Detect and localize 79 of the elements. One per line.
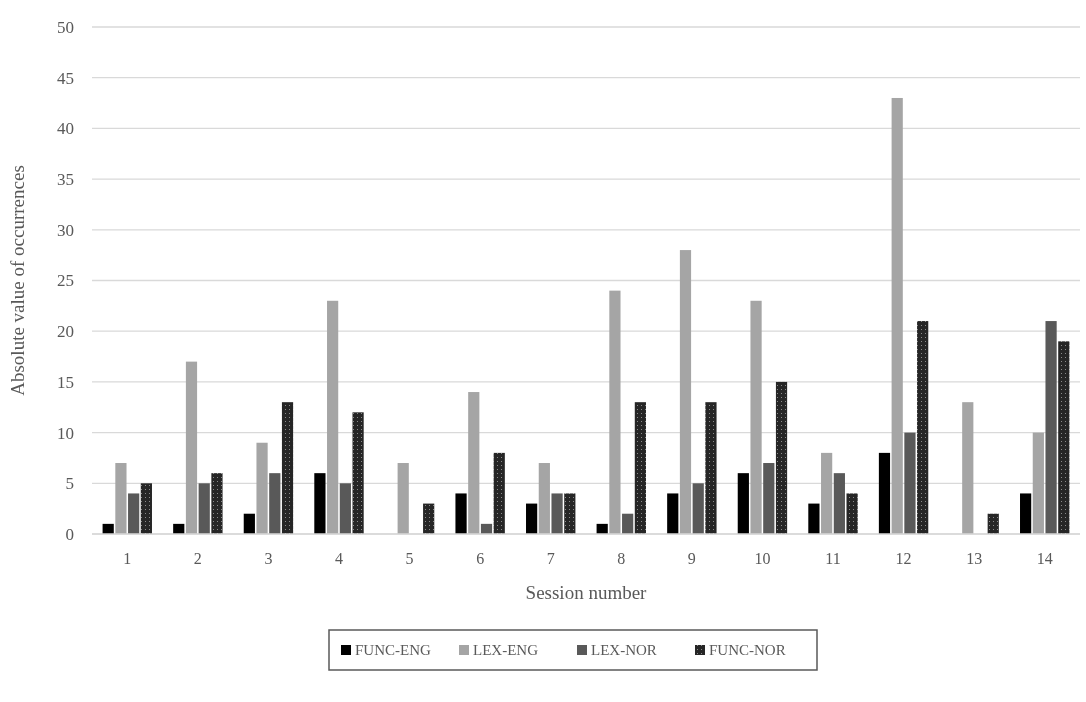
bar	[692, 483, 704, 534]
bar	[833, 473, 845, 534]
bar	[327, 300, 339, 534]
legend-label: FUNC-ENG	[355, 642, 431, 658]
bar	[634, 402, 646, 534]
bar	[314, 473, 326, 534]
x-tick-label: 13	[966, 550, 983, 567]
x-tick-label: 10	[754, 550, 771, 567]
x-tick-label: 2	[193, 550, 202, 567]
bar	[987, 513, 999, 534]
bar	[551, 493, 563, 534]
x-tick-label: 3	[264, 550, 273, 567]
legend-label: LEX-NOR	[591, 642, 657, 658]
bar	[352, 412, 364, 534]
y-tick-label: 50	[57, 17, 74, 37]
bar	[1020, 493, 1032, 534]
bar	[705, 402, 717, 534]
y-tick-label: 0	[65, 524, 74, 544]
bar	[878, 452, 891, 534]
x-tick-label: 1	[123, 550, 132, 567]
bar	[423, 503, 435, 534]
bar	[198, 483, 210, 534]
bar	[493, 452, 505, 534]
y-tick-label: 40	[57, 119, 74, 139]
bar	[917, 321, 929, 534]
bar	[737, 473, 749, 534]
bar	[622, 513, 634, 534]
y-tick-label: 10	[57, 423, 74, 443]
x-tick-label: 12	[895, 550, 912, 567]
bar	[962, 402, 974, 534]
bar	[679, 250, 692, 534]
x-axis-title: Session number	[525, 582, 648, 603]
y-axis-title: Absolute value of occurrences	[7, 165, 28, 396]
bar	[750, 300, 762, 534]
bar	[115, 463, 127, 534]
bar	[468, 392, 480, 534]
bar	[609, 290, 621, 534]
bar	[775, 381, 788, 534]
y-tick-label: 30	[57, 220, 74, 240]
bar	[140, 483, 152, 534]
legend-label: LEX-ENG	[473, 642, 539, 658]
bar	[281, 402, 294, 534]
bar	[891, 97, 903, 534]
y-tick-label: 25	[57, 271, 74, 291]
bar	[185, 361, 198, 534]
x-tick-label: 5	[405, 550, 414, 567]
y-tick-label: 5	[65, 474, 74, 494]
bar	[1045, 321, 1057, 534]
bar	[821, 452, 833, 534]
bar	[808, 503, 820, 534]
y-tick-label: 35	[57, 170, 74, 190]
bar	[1058, 341, 1070, 534]
x-tick-label: 14	[1036, 550, 1053, 567]
bar	[763, 463, 775, 534]
x-tick-label: 11	[825, 550, 841, 567]
x-tick-label: 9	[687, 550, 696, 567]
x-tick-label: 6	[476, 550, 485, 567]
bar	[1032, 432, 1044, 534]
bar	[397, 463, 409, 534]
bar	[339, 483, 351, 534]
bar	[538, 463, 550, 534]
x-tick-label: 8	[617, 550, 626, 567]
x-tick-label: 4	[335, 550, 343, 567]
bar	[564, 493, 576, 534]
legend-label: FUNC-NOR	[709, 642, 786, 658]
bar	[846, 493, 858, 534]
bar	[455, 493, 467, 534]
y-tick-label: 15	[57, 372, 74, 392]
bar	[211, 473, 223, 534]
bar	[256, 442, 268, 534]
y-tick-label: 45	[57, 68, 74, 88]
bar	[128, 493, 140, 534]
x-tick-label: 7	[546, 550, 555, 567]
y-tick-label: 20	[57, 322, 74, 342]
bar	[526, 503, 538, 534]
bar	[243, 513, 255, 534]
bar	[904, 432, 916, 534]
bar	[269, 473, 281, 534]
bar	[667, 493, 679, 534]
